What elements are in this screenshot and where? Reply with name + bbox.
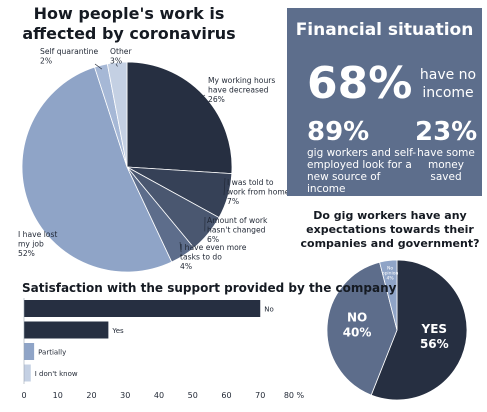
saved-percent: 23% [415,117,478,147]
bar-2 [24,343,35,360]
pie-label-5: Self quarantine 2% [40,47,98,66]
pie-leader-line-0 [200,94,206,99]
x-tick-label-8: 80 % [284,391,305,400]
work-chart-title: How people's work is affected by coronav… [22,4,236,43]
pie-label-6: Other 3% [110,47,132,66]
pie-label-4: I have lost my job 52% [18,230,57,258]
bar-1 [24,321,109,339]
pie-slice-6 [106,61,128,168]
bar-0 [24,300,261,317]
pie-leader-line-1 [223,177,226,196]
no-income-percent: 68% [307,58,413,109]
pie-label-1: I was told to work from home 7% [227,178,290,206]
saved-label: have some money saved [417,147,475,183]
x-tick-label-4: 40 [154,391,164,400]
gig-label-yes: YES 56% [420,322,449,351]
bar-label-0: No [264,306,274,314]
pie-label-2: Amount of work hasn't changed 6% [207,216,268,244]
pie-leader-line-6 [115,63,118,67]
pie-label-0: My working hours have decreased 26% [208,76,275,104]
financial-title: Financial situation [295,20,474,40]
pie-label-3: I have even more tasks to do 4% [180,243,247,271]
x-tick-label-2: 20 [86,391,96,400]
gig-label: gig workers and self-employed look for a… [307,147,417,195]
gig-percent: 89% [307,117,370,147]
gig-pie-slice-1 [326,261,398,396]
pie-leader-line-5 [94,63,103,70]
bar-label-2: Partially [38,349,66,357]
x-tick-label-3: 30 [120,391,130,400]
gig-label-no: NO 40% [343,310,372,339]
gig-pie-slice-2 [379,259,398,331]
gig-label-no-opinion: No opinion 4% [382,265,399,281]
x-tick-label-5: 50 [188,391,198,400]
pie-slice-0 [126,61,233,175]
financial-situation-panel: Financial situation 68% have no income 8… [287,8,482,196]
no-income-label: have no income [419,67,477,101]
x-tick-label-0: 0 [21,391,26,400]
pie-slice-4 [21,66,173,273]
gig-chart-title: Do gig workers have any expectations tow… [300,209,480,250]
x-tick-label-7: 70 [255,391,265,400]
pie-leader-line-3 [179,241,182,253]
bar-label-3: I don't know [35,370,78,378]
bar-label-1: Yes [111,327,124,335]
x-tick-label-1: 10 [53,391,63,400]
bar-3 [24,364,31,382]
gig-pie-slice-0 [370,259,468,401]
x-tick-label-6: 60 [221,391,231,400]
satisfaction-chart-title: Satisfaction with the support provided b… [22,281,397,295]
